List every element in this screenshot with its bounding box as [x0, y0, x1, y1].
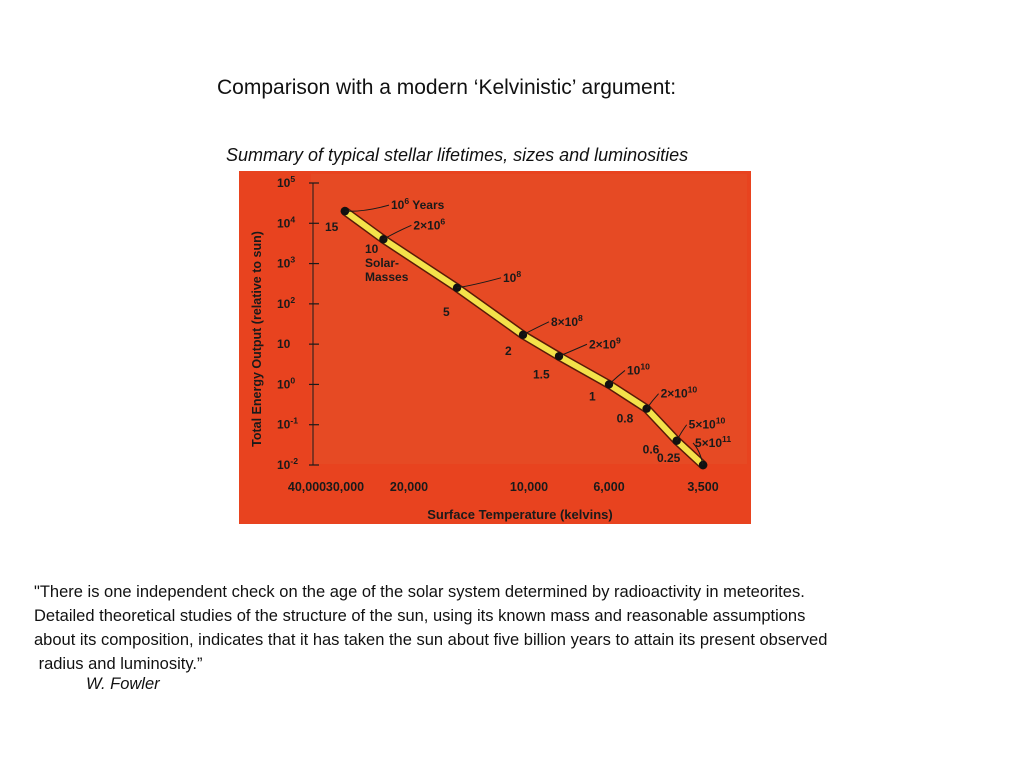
stellar-evolution-chart: 105 104 103 102 10 100 10-1 10-2 40,000 30,000 20…	[239, 171, 751, 524]
slide-title: Comparison with a modern ‘Kelvinistic’ a…	[217, 76, 677, 99]
x-tick-label: 3,500	[687, 480, 718, 494]
x-tick-label: 30,000	[326, 480, 364, 494]
lifetime-label: 106 Years	[391, 196, 445, 212]
quote-line: radius and luminosity.”	[34, 655, 203, 673]
data-point	[518, 330, 528, 340]
solar-masses-label: Masses	[365, 270, 409, 284]
quote-line: about its composition, indicates that it…	[34, 631, 828, 649]
quote-line: Detailed theoretical studies of the stru…	[34, 607, 806, 625]
x-tick-label: 6,000	[593, 480, 624, 494]
leader-line	[344, 204, 390, 212]
mass-label: 15	[325, 220, 339, 234]
leader-line	[692, 442, 704, 466]
x-tick-label: 20,000	[390, 480, 428, 494]
leader-line	[558, 343, 588, 357]
y-tick-label: 104	[277, 214, 295, 230]
quote-author: W. Fowler	[86, 675, 160, 693]
x-axis-label: Surface Temperature (kelvins)	[427, 507, 612, 522]
data-point	[452, 283, 462, 293]
x-tick-label: 10,000	[510, 480, 548, 494]
mass-label: 1	[589, 389, 596, 403]
solar-masses-label: 10	[365, 242, 379, 256]
data-point	[340, 206, 350, 216]
data-point	[554, 352, 564, 361]
lifetime-label: 108	[503, 269, 521, 285]
leader-line	[608, 370, 626, 385]
y-tick-label: 10-2	[277, 456, 298, 472]
y-axis-label: Total Energy Output (relative to sun)	[250, 231, 264, 447]
lifetime-label: 5×1011	[695, 434, 731, 450]
mass-label: 0.25	[657, 451, 681, 465]
plot-area	[311, 174, 747, 464]
data-point	[379, 235, 388, 244]
lifetime-label: 8×108	[551, 313, 583, 329]
quote-line: "There is one independent check on the a…	[34, 583, 805, 601]
mass-label: 2	[505, 344, 512, 358]
y-tick-label: 10	[277, 337, 291, 351]
lifetime-label: 2×109	[589, 335, 621, 351]
lifetime-label: 2×1010	[661, 385, 698, 401]
lifetime-label: 5×1010	[689, 416, 726, 432]
y-tick-label: 102	[277, 295, 295, 311]
mass-label: 0.6	[643, 443, 660, 457]
y-tick-label: 103	[277, 255, 295, 271]
x-axis: 40,000 30,000 20,000 10,000 6,000 3,500	[288, 480, 719, 494]
leader-line	[646, 393, 659, 409]
point-labels: 15 106 Years 2×106 5 108 2 8×108 1.5 2×109 1 1010 0…	[325, 196, 731, 466]
leader-line	[676, 424, 688, 441]
leader-line	[456, 277, 502, 289]
lifetime-label: 1010	[627, 361, 650, 377]
fowler-quote: "There is one independent check on the a…	[34, 580, 994, 676]
lifetime-label: 2×106	[413, 216, 445, 232]
solar-masses-label: Solar-	[365, 256, 399, 270]
y-tick-label: 105	[277, 174, 295, 190]
data-point	[642, 404, 651, 413]
mass-label: 5	[443, 305, 450, 319]
slide-subtitle: Summary of typical stellar lifetimes, si…	[226, 145, 689, 165]
mass-label: 0.8	[617, 412, 634, 426]
y-tick-label: 10-1	[277, 416, 298, 432]
y-axis: 105 104 103 102 10 100 10-1 10-2	[277, 174, 319, 472]
mass-label: 1.5	[533, 367, 550, 381]
x-tick-label: 40,000	[288, 480, 326, 494]
leader-line	[522, 321, 550, 336]
y-tick-label: 100	[277, 375, 295, 391]
leader-line	[383, 224, 412, 240]
